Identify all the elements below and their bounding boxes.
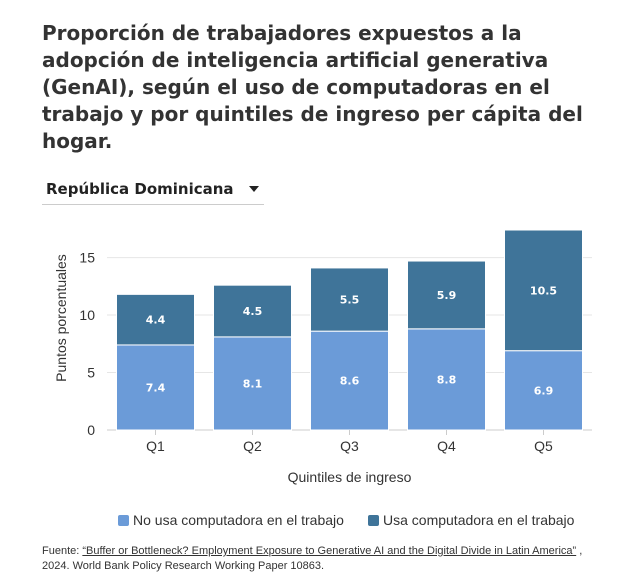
y-tick-label: 15 <box>79 250 95 266</box>
data-label: 10.5 <box>530 284 557 297</box>
stacked-bar-chart: 0 5 10 15 7.4 4.4 Q1 8.1 4.5 Q2 8.6 5.5 Q3 8.8 5.9 Q4 6.… <box>53 229 592 485</box>
dropdown-selected-value: República Dominicana <box>46 180 234 198</box>
legend-item-computer[interactable]: Usa computadora en el trabajo <box>368 510 574 530</box>
source-link[interactable]: “Buffer or Bottleneck? Employment Exposu… <box>82 545 577 557</box>
bar-segment <box>116 293 195 346</box>
country-dropdown[interactable]: República Dominicana <box>42 176 264 205</box>
data-label: 8.1 <box>243 377 263 390</box>
y-tick-label: 0 <box>87 422 95 438</box>
x-tick-label: Q4 <box>437 438 456 454</box>
chart-title: Proporción de trabajadores expuestos a l… <box>42 21 583 153</box>
chevron-down-icon <box>249 186 259 192</box>
legend-label-no-computer: No usa computadora en el trabajo <box>133 512 344 528</box>
source-note: Fuente: “Buffer or Bottleneck? Employmen… <box>42 544 612 574</box>
y-tick-label: 5 <box>87 365 95 381</box>
data-label: 6.9 <box>534 384 554 397</box>
x-tick-label: Q3 <box>340 438 359 454</box>
data-label: 8.8 <box>437 373 457 386</box>
y-axis-title: Puntos porcentuales <box>53 254 69 382</box>
legend-swatch-computer <box>368 514 379 526</box>
x-axis-title: Quintiles de ingreso <box>288 469 412 485</box>
data-label: 7.4 <box>146 381 166 394</box>
bar-segment <box>407 260 486 330</box>
source-suffix: , 2024. World Bank Policy Research Worki… <box>42 545 583 572</box>
data-label: 8.6 <box>340 375 360 388</box>
x-tick-label: Q1 <box>146 438 165 454</box>
bar-segment <box>504 229 583 352</box>
bar-segment <box>407 328 486 431</box>
chart-legend: No usa computadora en el trabajo Usa com… <box>118 510 598 530</box>
data-label: 5.5 <box>340 294 360 307</box>
source-prefix: Fuente: <box>42 545 83 557</box>
x-tick-label: Q2 <box>243 438 262 454</box>
data-label: 4.4 <box>146 314 166 327</box>
legend-label-computer: Usa computadora en el trabajo <box>383 512 575 528</box>
legend-item-no-computer[interactable]: No usa computadora en el trabajo <box>118 510 344 530</box>
x-tick-label: Q5 <box>534 438 553 454</box>
legend-swatch-no-computer <box>118 514 129 526</box>
bar-segment <box>116 344 195 431</box>
bar-segment <box>310 330 389 431</box>
y-tick-label: 10 <box>79 307 95 323</box>
data-label: 5.9 <box>437 289 457 302</box>
bar-segment <box>310 267 389 332</box>
bar-segment <box>213 284 292 338</box>
data-label: 4.5 <box>243 305 263 318</box>
